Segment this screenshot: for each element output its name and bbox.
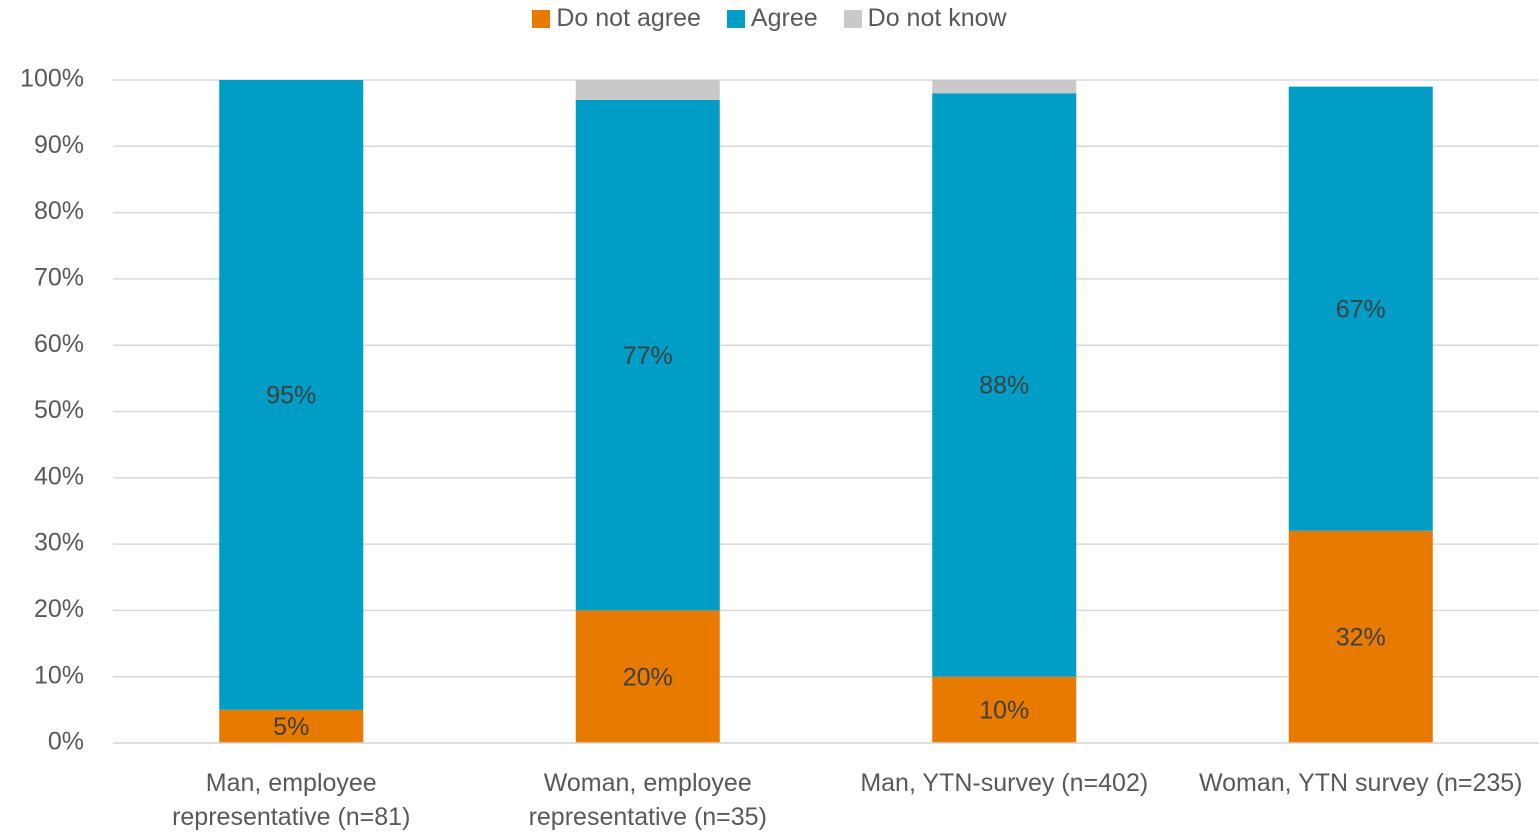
data-label: 32% — [1336, 624, 1386, 652]
x-tick-label: Man, YTN-survey (n=402) — [860, 769, 1149, 797]
data-label: 20% — [623, 663, 673, 691]
legend-label: Do not agree — [556, 4, 701, 32]
legend-swatch — [532, 9, 551, 28]
bar-segment — [219, 80, 364, 710]
legend-label: Agree — [750, 4, 818, 32]
y-tick-label: 80% — [34, 197, 84, 225]
bar-segment — [575, 610, 720, 743]
bar-segment — [1288, 530, 1433, 743]
data-label: 67% — [1336, 295, 1386, 323]
x-tick-label: Man, employee representative (n=81) — [172, 769, 411, 831]
bar-segment — [575, 80, 720, 100]
legend-swatch — [843, 9, 862, 28]
y-tick-label: 90% — [34, 131, 84, 159]
bar-segment — [932, 676, 1077, 743]
legend-label: Do not know — [867, 4, 1007, 32]
y-tick-label: 20% — [34, 595, 84, 623]
data-label: 10% — [979, 696, 1029, 724]
data-label: 88% — [979, 372, 1029, 400]
legend-swatch — [726, 9, 745, 28]
y-tick-label: 70% — [34, 264, 84, 292]
y-tick-label: 0% — [48, 728, 84, 756]
data-label: 5% — [273, 713, 309, 741]
bar-segment — [932, 93, 1077, 677]
bar-segment — [932, 80, 1077, 94]
y-tick-label: 60% — [34, 330, 84, 358]
data-label: 95% — [266, 382, 316, 410]
legend-item: Do not agree — [532, 4, 701, 33]
legend-item: Do not know — [843, 4, 1007, 33]
legend-item: Agree — [726, 4, 818, 33]
y-tick-label: 10% — [34, 661, 84, 689]
bar-segment — [219, 709, 364, 743]
y-tick-label: 50% — [34, 396, 84, 424]
x-tick-label: Woman, YTN survey (n=235) — [1198, 769, 1523, 797]
bar-segment — [1288, 86, 1433, 531]
data-label: 77% — [623, 342, 673, 370]
y-tick-label: 100% — [20, 65, 84, 93]
y-tick-label: 30% — [34, 529, 84, 557]
bar-segment — [575, 99, 720, 611]
x-tick-label: Woman, employee representative (n=35) — [528, 769, 767, 831]
legend: Do not agree Agree Do not know — [0, 4, 1539, 33]
y-tick-label: 40% — [34, 462, 84, 490]
